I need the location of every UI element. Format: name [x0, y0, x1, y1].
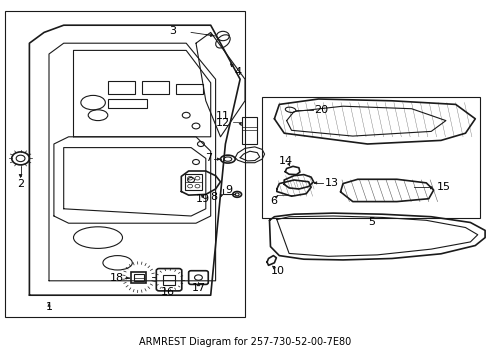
Text: 20: 20 [314, 105, 328, 115]
Text: 11: 11 [216, 111, 230, 121]
Text: 7: 7 [205, 153, 213, 163]
Text: 2: 2 [17, 179, 24, 189]
Text: 17: 17 [192, 283, 205, 293]
Bar [108, 99, 147, 108]
Text: 5: 5 [368, 217, 375, 228]
Bar [242, 117, 257, 144]
Bar [108, 81, 135, 94]
Bar [134, 274, 144, 281]
Text: ARMREST Diagram for 257-730-52-00-7E80: ARMREST Diagram for 257-730-52-00-7E80 [139, 337, 351, 347]
Text: 13: 13 [325, 178, 339, 188]
Text: 12: 12 [216, 118, 230, 128]
Text: 14: 14 [279, 156, 293, 166]
Text: 6: 6 [270, 195, 277, 206]
Bar [131, 272, 146, 283]
Bar [185, 174, 202, 190]
Bar [142, 81, 169, 94]
Text: 18: 18 [110, 273, 124, 283]
Bar [176, 84, 203, 94]
Text: 15: 15 [437, 182, 451, 192]
Text: 9: 9 [225, 185, 233, 195]
Text: 8: 8 [210, 192, 217, 202]
Bar [163, 275, 175, 285]
Text: 4: 4 [234, 67, 241, 77]
Text: 19: 19 [196, 194, 210, 204]
Bar [5, 11, 245, 317]
Text: 10: 10 [271, 266, 285, 276]
Text: 1: 1 [46, 302, 52, 312]
Bar [262, 97, 480, 218]
Text: 16: 16 [161, 287, 175, 297]
Text: 3: 3 [169, 26, 176, 36]
